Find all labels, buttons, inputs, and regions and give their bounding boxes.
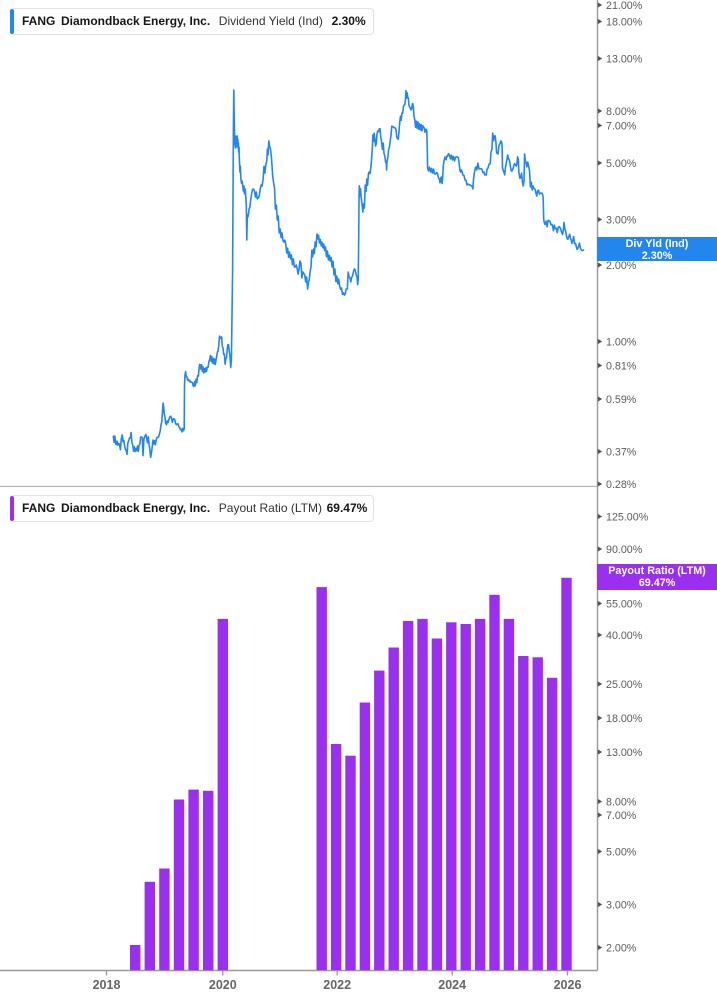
svg-text:0.37%: 0.37%: [606, 446, 637, 458]
svg-text:3.00%: 3.00%: [606, 899, 637, 911]
svg-text:1.00%: 1.00%: [606, 336, 637, 348]
svg-text:3.00%: 3.00%: [606, 214, 637, 226]
svg-text:7.00%: 7.00%: [606, 810, 637, 822]
svg-text:21.00%: 21.00%: [606, 0, 643, 12]
svg-text:13.00%: 13.00%: [606, 747, 643, 759]
svg-text:13.00%: 13.00%: [606, 53, 643, 65]
svg-text:25.00%: 25.00%: [606, 679, 643, 691]
svg-text:40.00%: 40.00%: [606, 630, 643, 642]
svg-text:125.00%: 125.00%: [606, 511, 649, 523]
svg-text:0.59%: 0.59%: [606, 394, 637, 406]
svg-text:2.00%: 2.00%: [606, 942, 637, 954]
svg-text:0.81%: 0.81%: [606, 360, 637, 372]
svg-text:8.00%: 8.00%: [606, 106, 637, 118]
svg-text:2.00%: 2.00%: [606, 260, 637, 272]
svg-text:18.00%: 18.00%: [606, 713, 643, 725]
svg-text:90.00%: 90.00%: [606, 544, 643, 556]
svg-text:2026: 2026: [554, 978, 582, 992]
svg-text:5.00%: 5.00%: [606, 158, 637, 170]
svg-text:2022: 2022: [323, 978, 351, 992]
svg-text:7.00%: 7.00%: [606, 120, 637, 132]
svg-text:18.00%: 18.00%: [606, 16, 643, 28]
svg-text:2024: 2024: [438, 978, 466, 992]
svg-text:5.00%: 5.00%: [606, 846, 637, 858]
svg-text:8.00%: 8.00%: [606, 796, 637, 808]
svg-text:2020: 2020: [209, 978, 237, 992]
svg-text:2018: 2018: [93, 978, 121, 992]
svg-text:0.28%: 0.28%: [606, 479, 637, 491]
svg-text:55.00%: 55.00%: [606, 598, 643, 610]
